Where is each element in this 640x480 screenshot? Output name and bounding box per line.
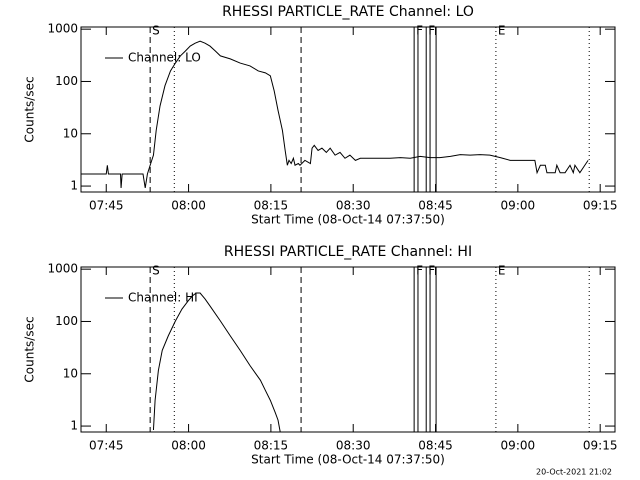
y-tick-label: 1 <box>70 179 78 193</box>
x-tick-label: 09:15 <box>583 199 618 213</box>
x-tick-label: 08:45 <box>418 439 453 453</box>
y-tick-label: 10 <box>63 366 78 380</box>
annotation-label: S <box>152 24 160 38</box>
legend-label: Channel: LO <box>128 51 201 65</box>
x-axis-label: Start Time (08-Oct-14 07:37:50) <box>251 453 445 467</box>
annotation-label: E <box>498 264 506 278</box>
y-axis-label: Counts/sec <box>23 76 37 142</box>
x-tick-label: 07:45 <box>89 199 124 213</box>
x-axis-label: Start Time (08-Oct-14 07:37:50) <box>251 213 445 227</box>
chart-title: RHESSI PARTICLE_RATE Channel: LO <box>222 4 474 20</box>
x-tick-label: 08:30 <box>336 439 371 453</box>
y-tick-label: 1 <box>70 419 78 433</box>
annotation-label: F <box>416 264 423 278</box>
annotation-label: F <box>428 264 435 278</box>
annotation-label: F <box>416 24 423 38</box>
y-axis-label: Counts/sec <box>23 316 37 382</box>
legend-label: Channel: HI <box>128 291 198 305</box>
chart-title: RHESSI PARTICLE_RATE Channel: HI <box>224 244 472 260</box>
data-line <box>152 292 281 432</box>
annotation-label: S <box>152 264 160 278</box>
annotation-label: E <box>498 24 506 38</box>
y-tick-label: 100 <box>55 314 78 328</box>
x-tick-label: 08:45 <box>418 199 453 213</box>
x-tick-label: 08:00 <box>171 439 206 453</box>
x-tick-label: 07:45 <box>89 439 124 453</box>
plot-frame <box>80 266 616 433</box>
plot-frame <box>80 26 616 193</box>
x-tick-label: 08:30 <box>336 199 371 213</box>
data-line <box>81 40 589 189</box>
y-tick-label: 10 <box>63 126 78 140</box>
y-tick-label: 1000 <box>47 22 78 36</box>
x-tick-label: 09:15 <box>583 439 618 453</box>
annotation-label: F <box>428 24 435 38</box>
y-tick-label: 1000 <box>47 262 78 276</box>
x-tick-label: 08:15 <box>254 199 289 213</box>
x-tick-label: 09:00 <box>501 439 536 453</box>
y-tick-label: 100 <box>55 74 78 88</box>
x-tick-label: 08:00 <box>171 199 206 213</box>
x-tick-label: 08:15 <box>254 439 289 453</box>
x-tick-label: 09:00 <box>501 199 536 213</box>
timestamp: 20-Oct-2021 21:02 <box>536 468 612 477</box>
